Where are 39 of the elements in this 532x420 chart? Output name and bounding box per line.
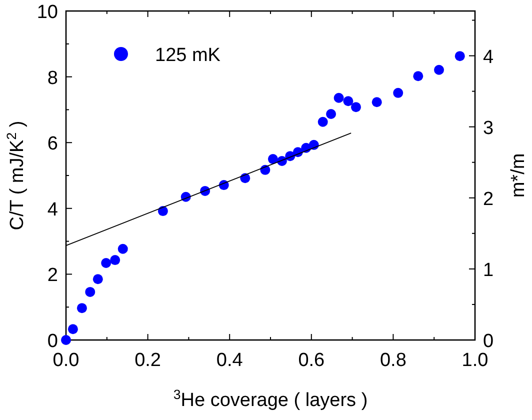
point xyxy=(343,96,354,106)
point xyxy=(268,154,278,164)
y2-tick-label: 2 xyxy=(483,188,494,210)
y2-axis-title: m*/m xyxy=(508,153,529,198)
y-tick-label: 4 xyxy=(47,199,58,220)
x-tick-label: 0.8 xyxy=(380,350,406,371)
point xyxy=(372,97,382,108)
point xyxy=(110,255,120,266)
x-tick-label: 0.2 xyxy=(134,350,162,371)
point xyxy=(393,88,404,98)
point xyxy=(85,286,96,297)
y-tick-label: 6 xyxy=(47,134,58,155)
x-axis-title: $^{3}$He coverage ( layers ) xyxy=(173,386,368,411)
y2-tick-label: 1 xyxy=(483,260,494,281)
point xyxy=(101,258,112,268)
point xyxy=(434,64,444,75)
point xyxy=(68,324,78,334)
legend-label: 125 mK xyxy=(155,45,221,66)
point xyxy=(326,108,336,119)
point xyxy=(413,71,424,82)
x-tick-label: 0.6 xyxy=(298,350,325,371)
y-tick-label: 2 xyxy=(47,265,58,286)
x-tick-label: 1.0 xyxy=(462,350,488,371)
y-tick-label: 8 xyxy=(47,68,58,89)
y2-tick-label: 0 xyxy=(483,331,494,352)
point xyxy=(334,92,344,103)
point xyxy=(318,116,328,127)
y2-tick-label: 3 xyxy=(483,118,494,139)
point xyxy=(76,303,87,314)
point xyxy=(454,51,465,62)
x-tick-label: 0.4 xyxy=(216,350,244,371)
point xyxy=(118,244,128,254)
y-tick-label: 10 xyxy=(36,2,58,23)
point xyxy=(61,335,71,345)
y-tick-label: 0 xyxy=(47,331,58,352)
y2-tick-label: 4 xyxy=(483,46,494,68)
x-tick-label: 0.0 xyxy=(52,350,80,371)
point xyxy=(350,102,361,112)
point xyxy=(92,274,103,284)
